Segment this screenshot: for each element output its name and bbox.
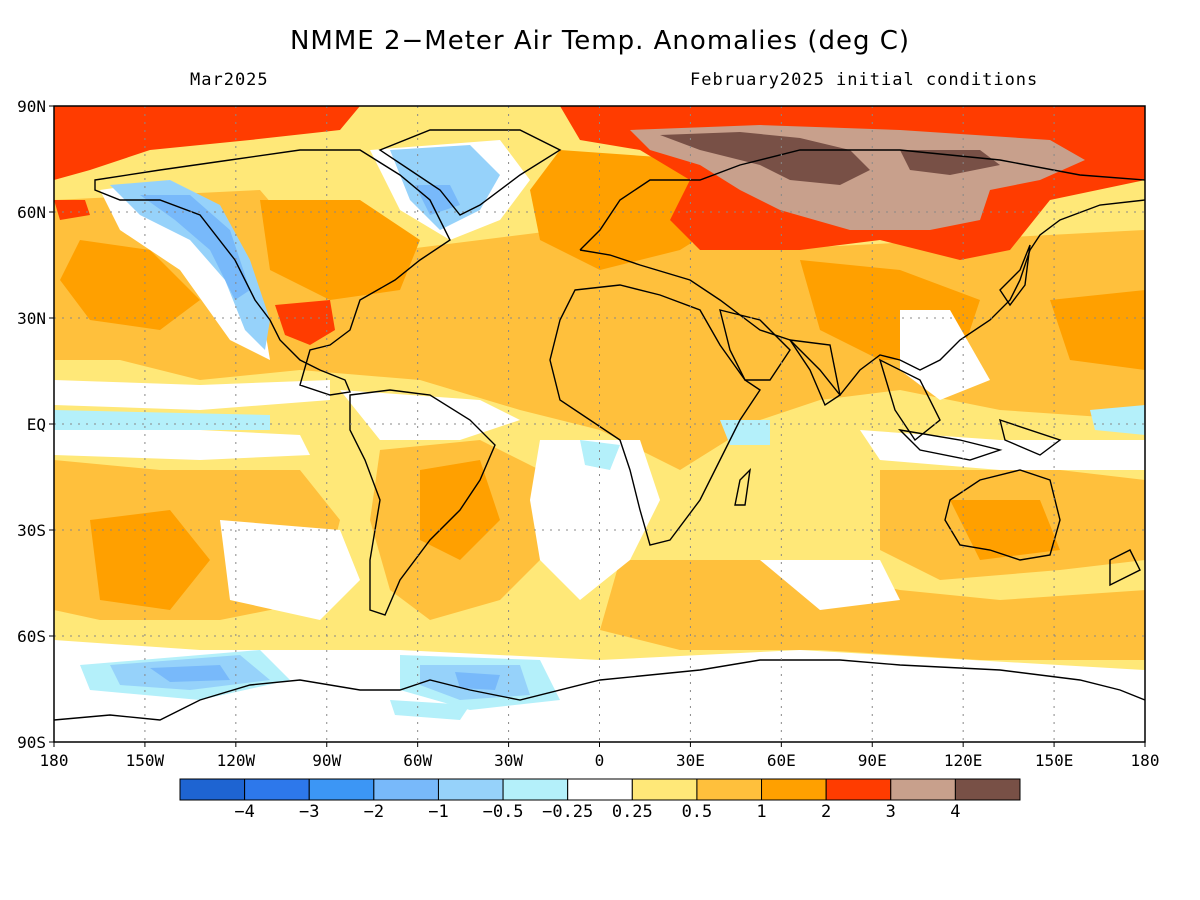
coastlines (54, 129, 1145, 721)
colorbar-swatch (502, 778, 569, 801)
colorbar-label: −4 (234, 802, 254, 822)
lat-tick-label: 30S (17, 521, 46, 540)
lat-tick-label: 60S (17, 627, 46, 646)
lon-tick-label: 150W (126, 751, 165, 770)
graticule (54, 106, 1145, 742)
colorbar-swatch (437, 778, 504, 801)
colorbar-label: −0.25 (542, 802, 593, 822)
lat-tick-label: EQ (27, 415, 46, 434)
colorbar-label: 3 (886, 802, 896, 822)
lat-tick-label: 60N (17, 203, 46, 222)
lon-tick-label: 90W (312, 751, 341, 770)
map-title: NMME 2−Meter Air Temp. Anomalies (deg C) (289, 26, 911, 56)
colorbar-label: −1 (428, 802, 448, 822)
initial-conditions-label: February2025 initial conditions (690, 70, 1039, 90)
colorbar: −4 −3 −2 −1 −0.5 −0.25 0.25 0.5 1 2 3 4 (179, 778, 1021, 822)
colorbar-label: −0.5 (483, 802, 524, 822)
colorbar-swatch (373, 778, 439, 801)
lat-tick-label: 90N (17, 97, 46, 116)
lon-tick-label: 120E (944, 751, 983, 770)
colorbar-swatch (308, 778, 375, 801)
colorbar-swatch (696, 778, 763, 801)
lon-tick-label: 180 (1131, 751, 1160, 770)
longitude-axis: 180 150W 120W 90W 60W 30W 0 30E 60E 90E 120E 150E 18… (40, 742, 1160, 770)
colorbar-label: 2 (821, 802, 831, 822)
lon-tick-label: 90E (858, 751, 887, 770)
lon-tick-label: 0 (595, 751, 605, 770)
colorbar-label: −2 (364, 802, 384, 822)
lon-tick-label: 30E (676, 751, 705, 770)
colorbar-label: 0.5 (682, 802, 713, 822)
lon-tick-label: 30W (494, 751, 523, 770)
lon-tick-label: 120W (217, 751, 256, 770)
colorbar-swatch (631, 778, 698, 801)
colorbar-swatch (825, 778, 892, 801)
colorbar-swatch (954, 778, 1021, 801)
forecast-month-label: Mar2025 (190, 70, 269, 90)
latitude-axis: 90N 60N 30N EQ 30S 60S 90S (17, 97, 54, 752)
lon-tick-label: 60E (767, 751, 796, 770)
colorbar-swatch (244, 778, 310, 801)
lat-tick-label: 90S (17, 733, 46, 752)
colorbar-swatch (761, 778, 827, 801)
colorbar-label: 4 (950, 802, 960, 822)
colorbar-swatch (890, 778, 956, 801)
colorbar-swatch (179, 778, 246, 801)
lon-tick-label: 150E (1035, 751, 1074, 770)
colorbar-label: 1 (756, 802, 766, 822)
colorbar-label: 0.25 (612, 802, 653, 822)
colorbar-swatch (567, 778, 633, 801)
colorbar-label: −3 (299, 802, 319, 822)
lon-tick-label: 60W (403, 751, 432, 770)
lat-tick-label: 30N (17, 309, 46, 328)
lon-tick-label: 180 (40, 751, 69, 770)
